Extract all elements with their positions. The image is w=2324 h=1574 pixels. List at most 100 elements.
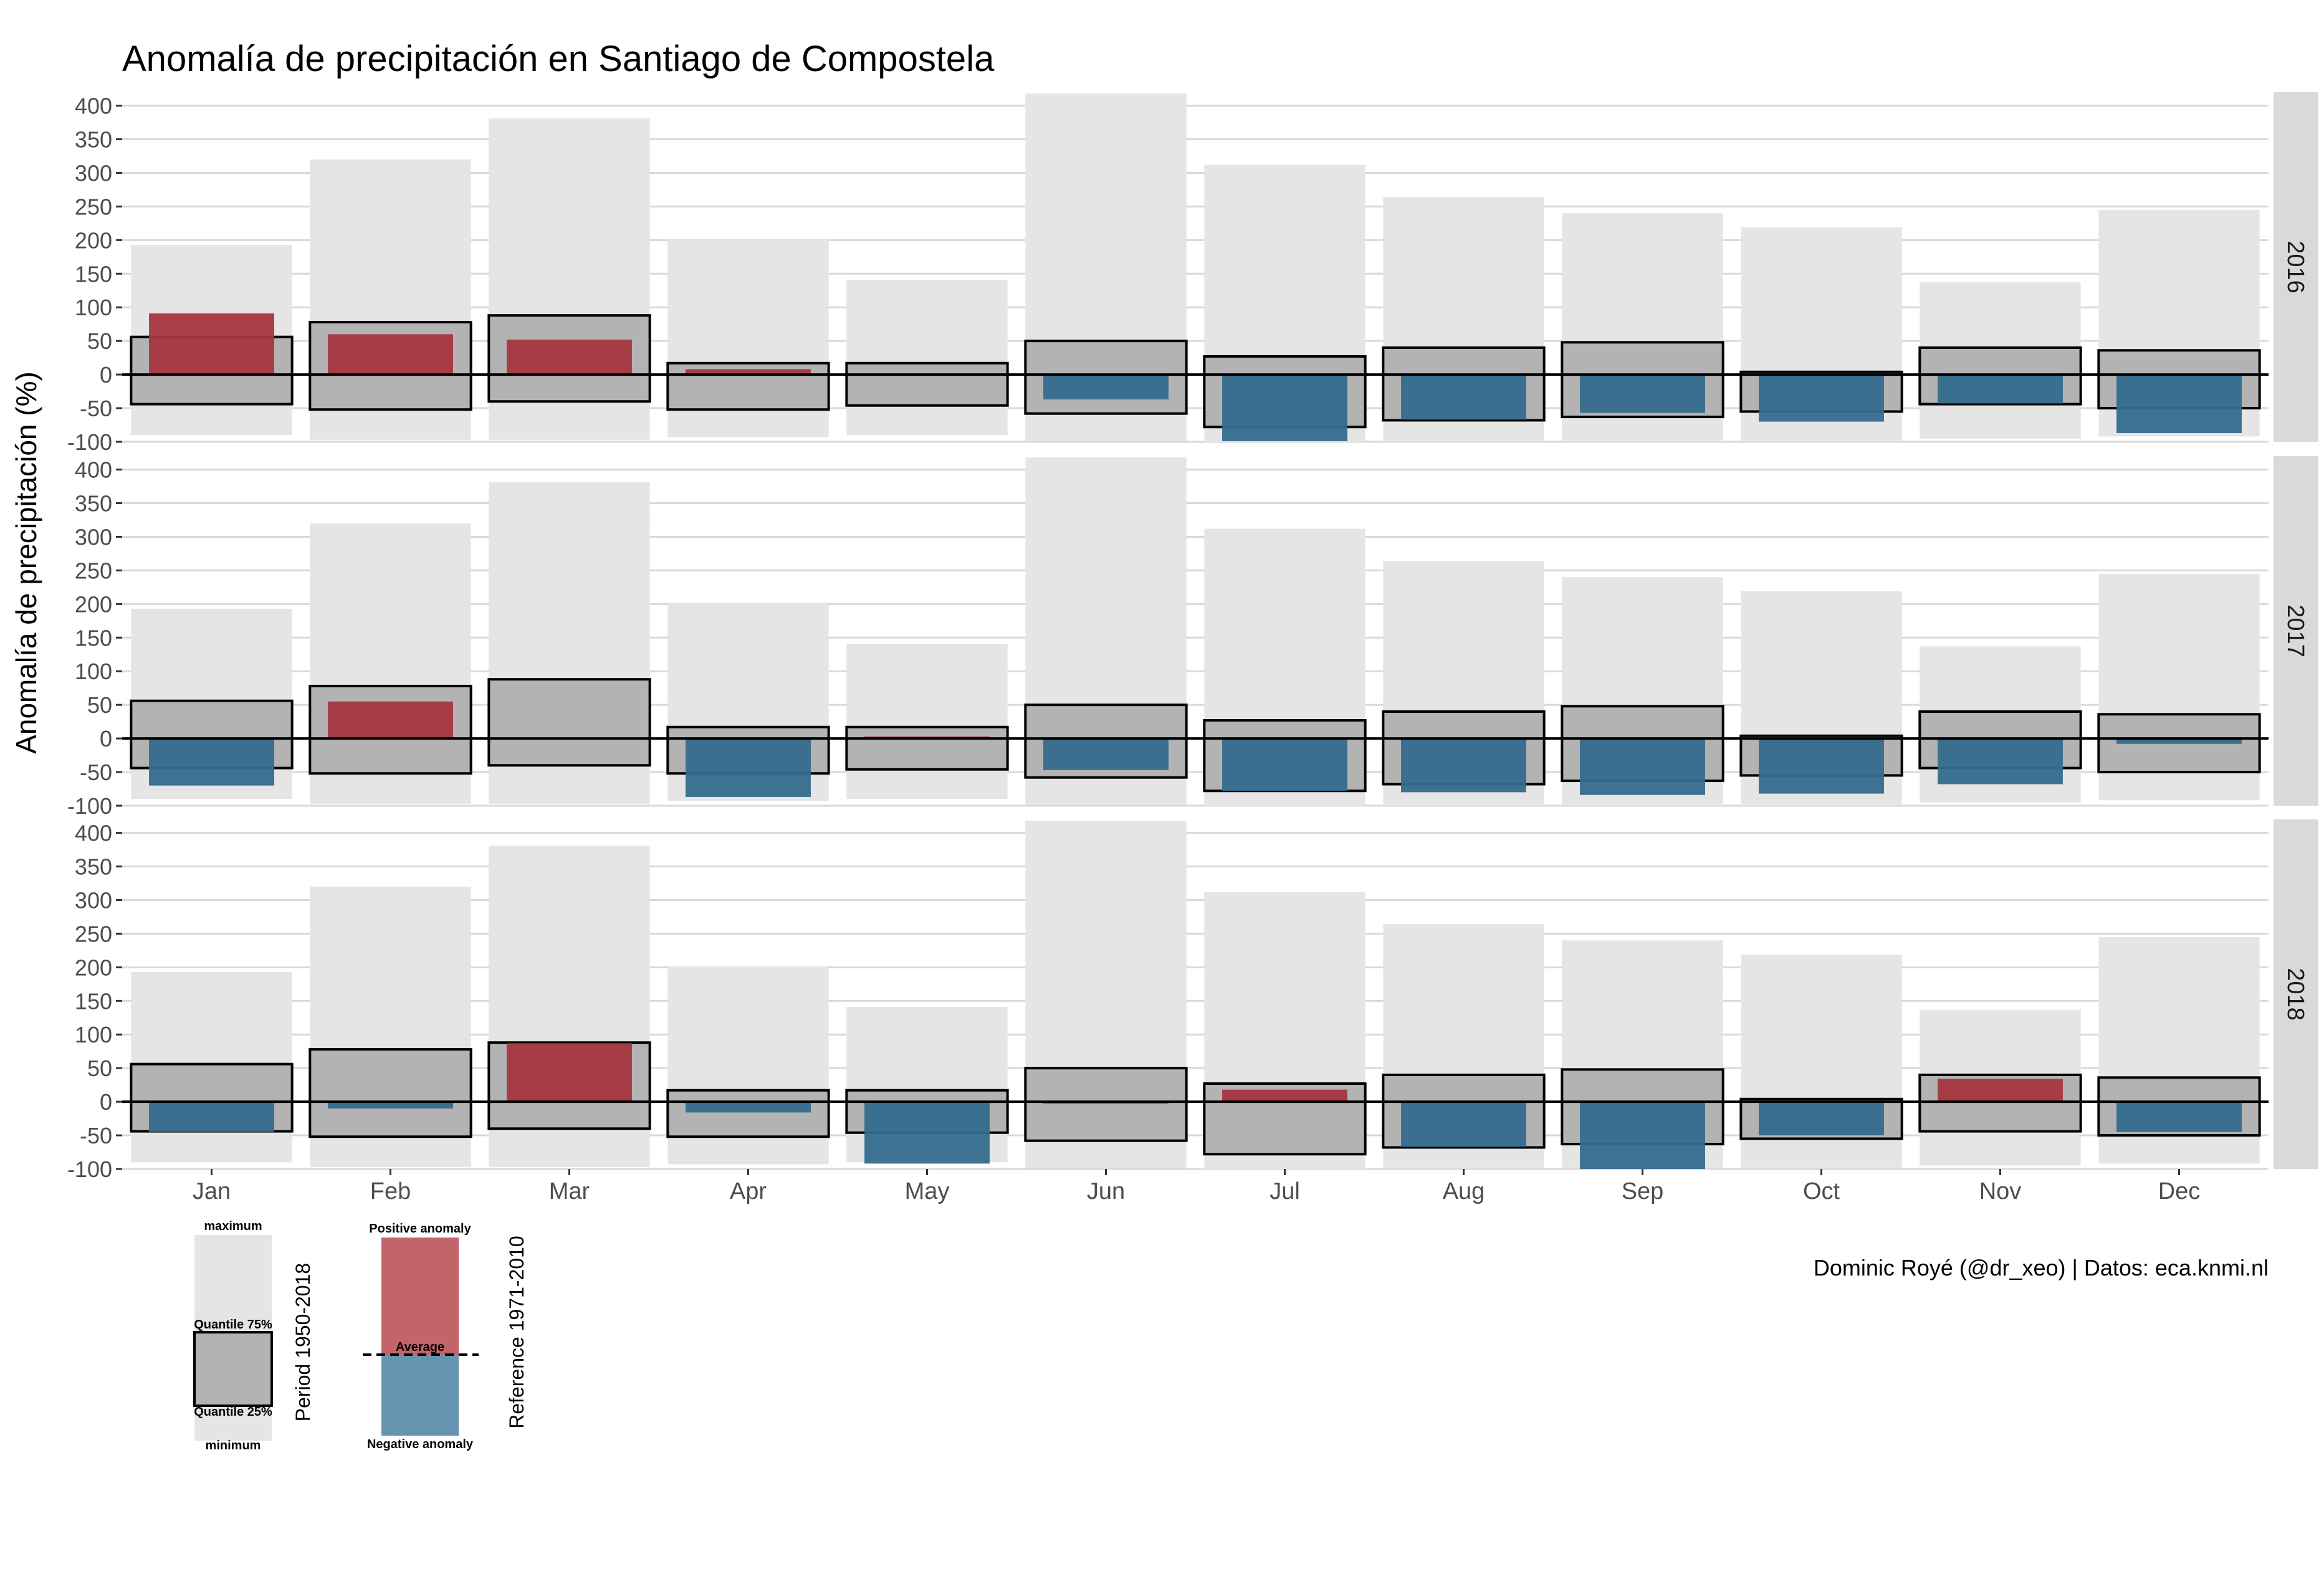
anomaly-bar <box>686 1102 811 1113</box>
facet-strip <box>2274 92 2318 442</box>
x-tick-label: Sep <box>1622 1178 1664 1204</box>
y-tick-label: 50 <box>87 328 112 354</box>
legend-label-average: Average <box>396 1340 444 1354</box>
anomaly-bar <box>1401 374 1526 420</box>
anomaly-bar <box>1222 1089 1347 1102</box>
facet-strip-label: 2017 <box>2282 604 2308 657</box>
legend-anomaly: Positive anomaly Average Negative anomal… <box>363 1222 528 1451</box>
anomaly-bar <box>1580 1102 1705 1169</box>
x-tick-label: Dec <box>2158 1178 2201 1204</box>
anomaly-bar <box>149 738 274 786</box>
anomaly-bar <box>328 334 453 375</box>
facet-strip <box>2274 819 2318 1169</box>
y-tick-label: -100 <box>67 793 112 819</box>
y-tick-label: 0 <box>100 726 112 751</box>
legend-label-maximum: maximum <box>204 1219 262 1233</box>
x-axis: Jan Feb Mar Apr May Jun Jul Aug Sep Oct Nov Dec <box>193 1169 2200 1204</box>
panel-background <box>122 456 2269 806</box>
anomaly-bar <box>2116 738 2242 744</box>
y-tick-label: 50 <box>87 692 112 718</box>
anomaly-bar <box>1759 738 1884 794</box>
anomaly-bar <box>2116 1102 2242 1132</box>
quartile-box <box>308 1047 472 1138</box>
y-axis-label: Anomalía de precipitación (%) <box>10 371 42 754</box>
y-tick-label: 400 <box>75 821 112 846</box>
y-tick-label: 100 <box>75 295 112 320</box>
extreme-range-bar <box>846 279 1008 436</box>
y-tick-label: 350 <box>75 127 112 153</box>
anomaly-bar <box>1043 374 1169 400</box>
x-tick-label: Jun <box>1087 1178 1125 1204</box>
anomaly-bar <box>1401 738 1526 793</box>
anomaly-bar <box>149 313 274 375</box>
extreme-range-bar <box>846 643 1008 799</box>
x-tick-label: Jul <box>1270 1178 1300 1204</box>
y-tick-label: 350 <box>75 854 112 880</box>
y-tick-label: 300 <box>75 887 112 913</box>
legend-label-q75: Quantile 75% <box>194 1318 272 1332</box>
x-tick-label: Apr <box>730 1178 767 1204</box>
y-tick-label: -100 <box>67 1157 112 1182</box>
x-tick-label: Mar <box>549 1178 590 1204</box>
legend-period-title: Period 1950-2018 <box>292 1263 314 1421</box>
y-tick-label: 300 <box>75 160 112 186</box>
anomaly-bar <box>507 1043 632 1102</box>
legend-climatology: maximum Quantile 75% Quantile 25% minimu… <box>193 1219 314 1452</box>
y-tick-label: 100 <box>75 1022 112 1047</box>
x-tick-label: Aug <box>1443 1178 1485 1204</box>
quartile-box <box>666 1089 830 1138</box>
y-tick-label: -50 <box>80 1123 112 1148</box>
panel-background <box>122 819 2269 1169</box>
anomaly-bar <box>864 1102 990 1164</box>
anomaly-bar <box>1222 374 1347 441</box>
legend-negative-bar <box>381 1355 459 1436</box>
y-tick-label: 250 <box>75 194 112 219</box>
y-tick-label: -50 <box>80 760 112 785</box>
y-tick-label: 50 <box>87 1056 112 1081</box>
y-tick-label: 200 <box>75 227 112 253</box>
anomaly-bar <box>1938 738 2063 785</box>
anomaly-bar <box>1938 1079 2063 1102</box>
facet-panel-2016: 400 350 300 250 200 150 100 50 0 -50 -100 2016 <box>67 92 2318 455</box>
legend-label-negative: Negative anomaly <box>367 1438 474 1451</box>
quartile-box <box>1024 1067 1188 1142</box>
y-tick-label: 0 <box>100 1089 112 1115</box>
chart-caption: Dominic Royé (@dr_xeo) | Datos: eca.knmi… <box>1814 1255 2269 1281</box>
legend-label-q25: Quantile 25% <box>194 1405 272 1419</box>
y-tick-label: 200 <box>75 955 112 980</box>
y-tick-label: 100 <box>75 659 112 684</box>
y-tick-label: 250 <box>75 921 112 947</box>
panel-background <box>122 92 2269 442</box>
anomaly-bar <box>2116 374 2242 433</box>
legend-label-positive: Positive anomaly <box>369 1222 471 1236</box>
legend-label-minimum: minimum <box>206 1439 261 1452</box>
y-tick-label: -100 <box>67 429 112 455</box>
y-tick-label: 300 <box>75 524 112 550</box>
anomaly-bar <box>1759 374 1884 422</box>
anomaly-bar <box>1222 738 1347 791</box>
anomaly-bar <box>328 701 453 739</box>
anomaly-bar <box>686 738 811 797</box>
facet-strip-label: 2016 <box>2282 241 2308 293</box>
y-tick-label: 150 <box>75 261 112 287</box>
y-tick-label: -50 <box>80 396 112 421</box>
y-tick-label: 200 <box>75 591 112 617</box>
y-tick-label: 250 <box>75 558 112 583</box>
x-tick-label: May <box>905 1178 950 1204</box>
anomaly-bar <box>507 340 632 375</box>
quartile-box <box>487 678 651 767</box>
facet-panel-2018: 400 350 300 250 200 150 100 50 0 -50 -100 2018 <box>67 819 2318 1182</box>
legend-positive-bar <box>381 1238 459 1355</box>
facet-strip-label: 2018 <box>2282 968 2308 1021</box>
y-tick-label: 150 <box>75 625 112 651</box>
x-tick-label: Nov <box>1979 1178 2022 1204</box>
x-tick-label: Oct <box>1803 1178 1840 1204</box>
legend-quartile-box <box>193 1331 273 1407</box>
x-tick-label: Jan <box>193 1178 231 1204</box>
anomaly-bar <box>149 1102 274 1132</box>
chart-title: Anomalía de precipitación en Santiago de… <box>122 39 995 79</box>
anomaly-bar <box>1580 374 1705 413</box>
x-tick-label: Feb <box>370 1178 411 1204</box>
y-tick-label: 0 <box>100 362 112 388</box>
y-tick-label: 400 <box>75 457 112 483</box>
